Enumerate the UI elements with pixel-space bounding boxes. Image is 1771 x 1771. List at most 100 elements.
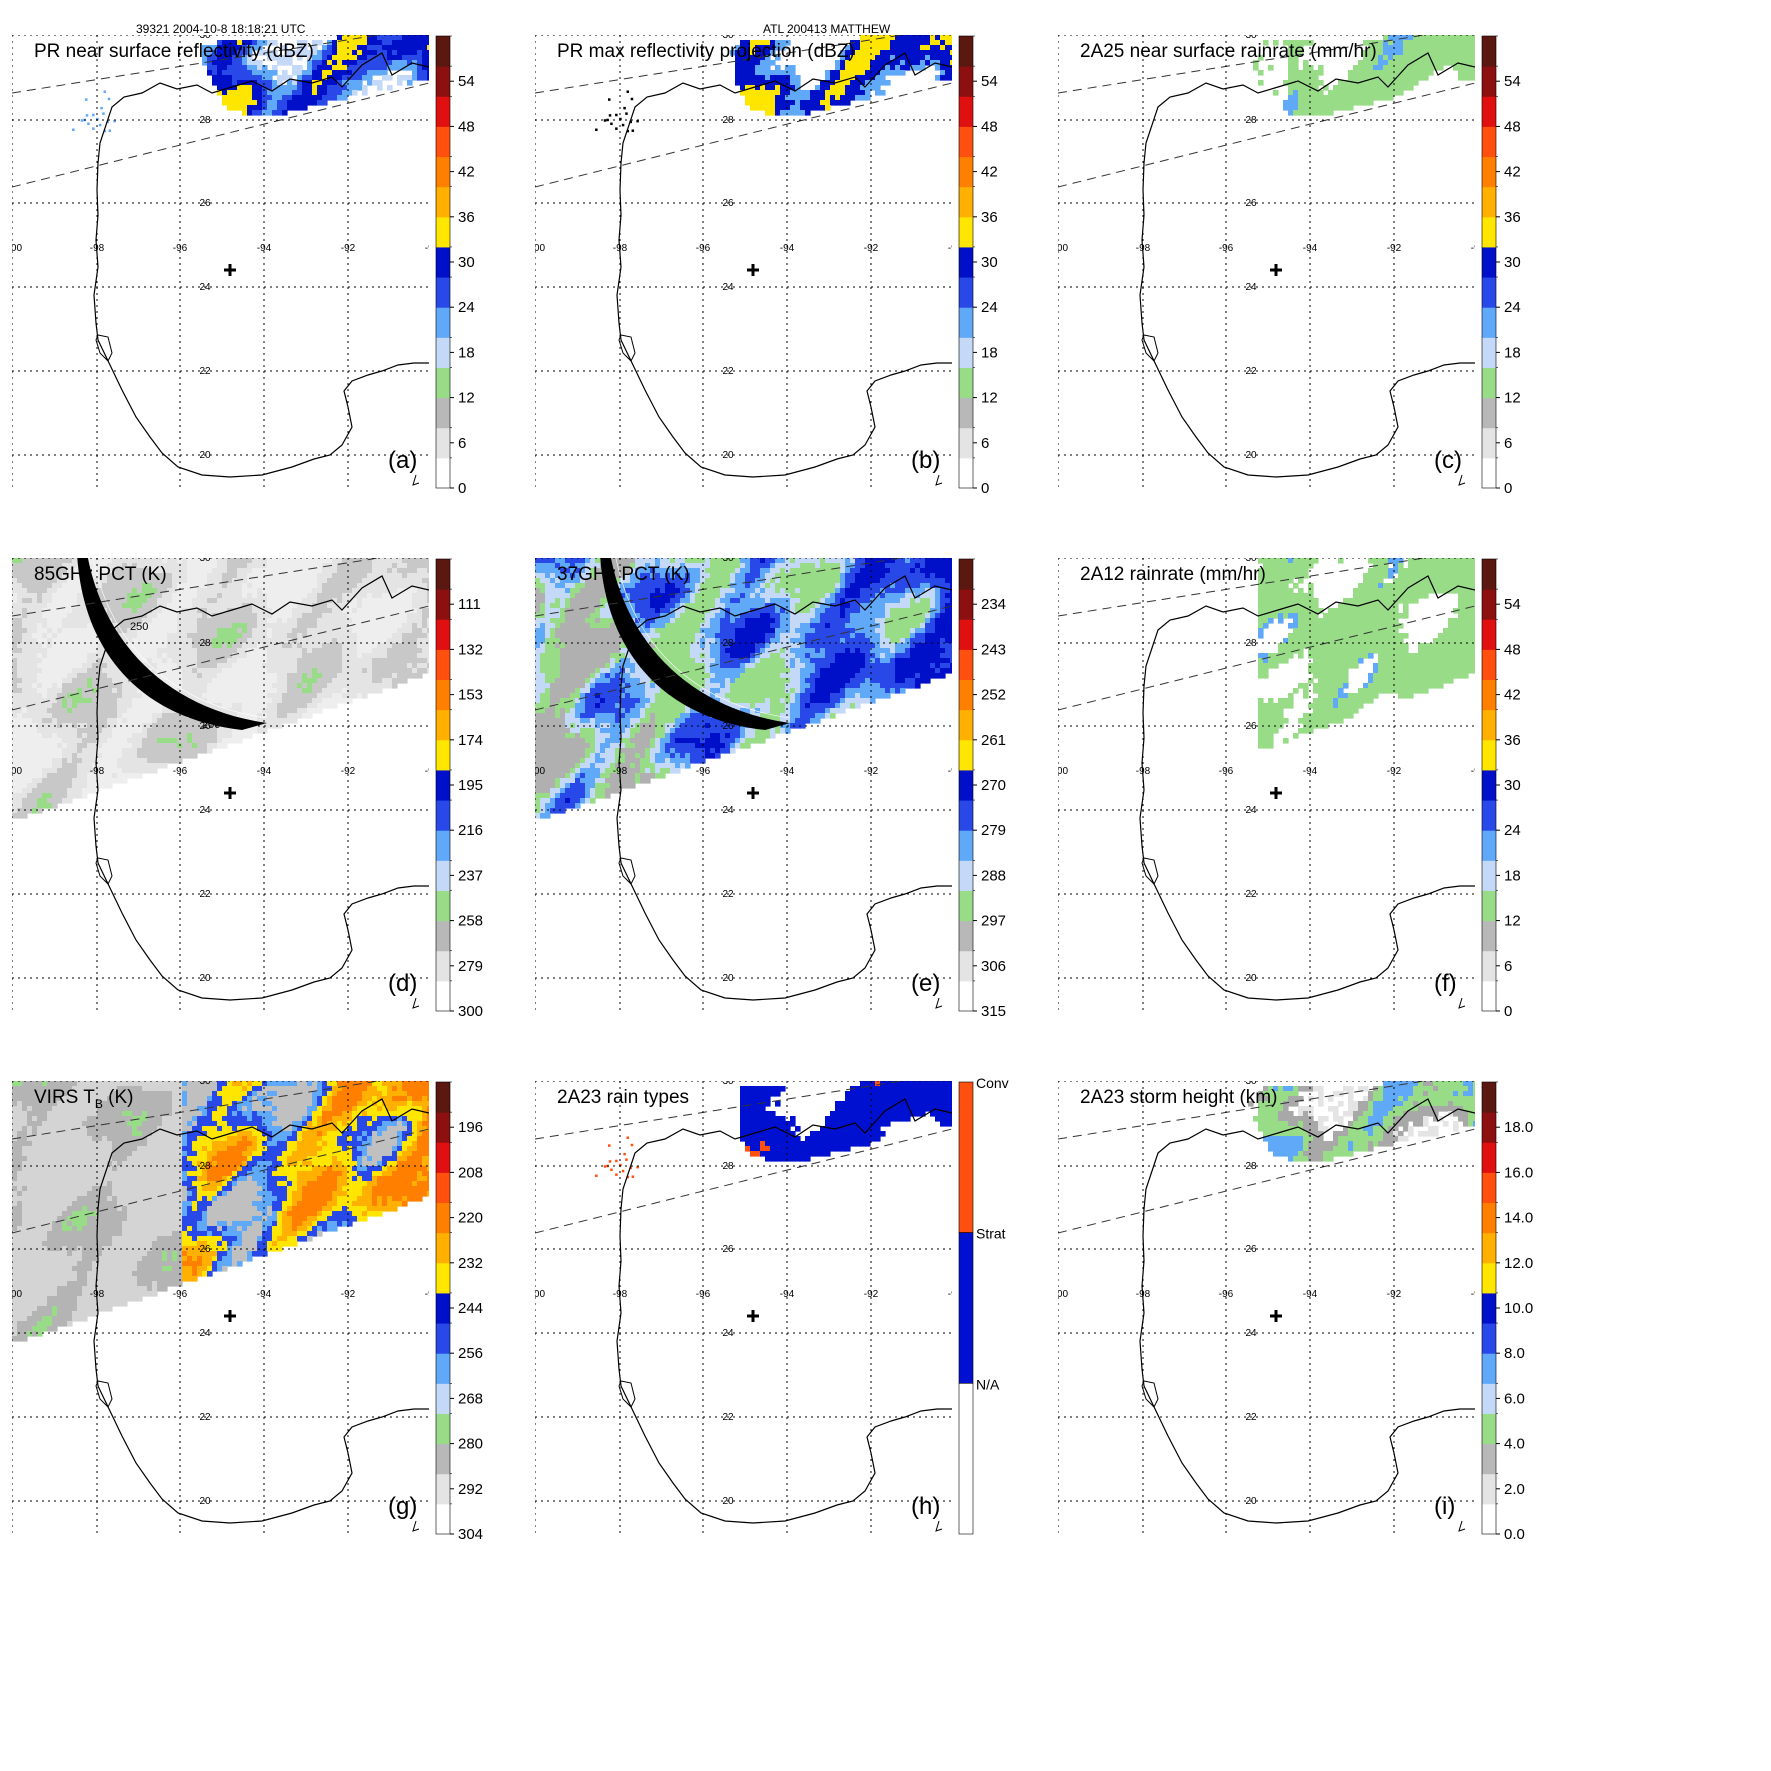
colorbar-segment — [436, 980, 450, 1012]
panel-letter-i: (i) — [1434, 1493, 1455, 1520]
lon-label: -100 — [525, 766, 545, 777]
colorbar-segment — [959, 950, 973, 982]
colorbar-segment — [1482, 1202, 1496, 1234]
lat-label: 26 — [722, 721, 734, 732]
colorbar-segment — [436, 66, 450, 97]
panel-letter-c: (c) — [1434, 447, 1462, 474]
colorbar-tick-label: 208 — [458, 1164, 483, 1181]
colorbar-segment — [1482, 1353, 1496, 1384]
colorbar-tick-label: 24 — [458, 299, 475, 316]
colorbar-segment — [436, 860, 450, 891]
colorbar-segment — [1482, 1232, 1496, 1264]
yucatan-fragment — [412, 1520, 420, 1532]
swath-edge-north — [12, 35, 382, 94]
lat-label: 28 — [1245, 638, 1257, 649]
colorbar-tick-label: 237 — [458, 867, 483, 884]
colorbar-segment — [436, 920, 450, 952]
colorbar-a: 0 6 12 18 24 30 36 42 48 54 — [435, 35, 475, 497]
swath-edge-south — [535, 82, 952, 188]
colorbar-segment — [1482, 860, 1496, 891]
colorbar-tick-label: 54 — [458, 73, 475, 90]
colorbar-tick-label: 2.0 — [1504, 1481, 1525, 1498]
colorbar-segment — [436, 1323, 450, 1354]
coastal-lagoon — [1141, 1380, 1159, 1408]
colorbar-segment — [959, 890, 973, 922]
colorbar-tick-label: 6.0 — [1504, 1390, 1525, 1407]
lon-label: -90 — [948, 766, 963, 777]
colorbar-tick-label: 279 — [458, 958, 483, 975]
colorbar-tick-label: 24 — [981, 299, 998, 316]
lat-label: 20 — [1245, 1496, 1257, 1507]
lat-label: 22 — [722, 1412, 734, 1423]
colorbar-segment — [1482, 96, 1496, 127]
map-area: -100 -98 -96 -94 -92 -90 30 28 26 24 22 20 — [535, 35, 952, 487]
colorbar-tick-label: 252 — [981, 687, 1006, 704]
lat-label: 28 — [1245, 1161, 1257, 1172]
yucatan-fragment — [935, 997, 943, 1009]
colorbar-segment — [1482, 800, 1496, 831]
colorbar-segment — [1482, 1473, 1496, 1505]
colorbar-segment — [958, 1383, 974, 1535]
colorbar-segment — [1482, 156, 1496, 188]
colorbar-segment — [1482, 216, 1496, 248]
colorbar-segment — [436, 1413, 450, 1445]
lat-label: 30 — [1245, 553, 1257, 564]
colorbar-tick-label: 18 — [458, 344, 475, 361]
lat-label: 24 — [722, 282, 734, 293]
colorbar-segment — [1482, 709, 1496, 741]
map-area: -100 -98 -96 -94 -92 -90 30 28 26 24 22 20 — [525, 558, 963, 1010]
colorbar-segment — [1482, 619, 1496, 650]
colorbar-segment — [959, 920, 973, 952]
colorbar-tick-label: 0.0 — [1504, 1526, 1525, 1543]
lon-label: -100 — [2, 243, 22, 254]
colorbar-segment — [436, 800, 450, 831]
colorbar-segment — [959, 800, 973, 831]
lon-label: -90 — [948, 1289, 963, 1300]
colorbar-segment — [436, 769, 450, 801]
colorbar-tick-label: 30 — [1504, 777, 1521, 794]
colorbar-tick-label: 292 — [458, 1481, 483, 1498]
colorbar-tick-label: 4.0 — [1504, 1436, 1525, 1453]
colorbar-tick-label: 306 — [981, 958, 1006, 975]
lat-label: 30 — [1245, 30, 1257, 41]
colorbar-segment — [436, 216, 450, 248]
colorbar-segment — [436, 186, 450, 218]
panel-title-h: 2A23 rain types — [557, 1087, 689, 1108]
colorbar-tick-label: 24 — [1504, 822, 1521, 839]
lat-label: 30 — [199, 553, 211, 564]
colorbar-segment — [436, 559, 450, 590]
swath-edge-south — [12, 605, 429, 711]
colorbar-tick-label: 36 — [458, 209, 475, 226]
colorbar-segment — [1482, 830, 1496, 861]
panel-title-a: PR near surface reflectivity (dBZ) — [34, 41, 314, 62]
colorbar-segment — [436, 709, 450, 741]
panel-title-c: 2A25 near surface rainrate (mm/hr) — [1080, 41, 1377, 62]
colorbar-segment — [436, 156, 450, 188]
lat-label: 20 — [199, 973, 211, 984]
colorbar-segment — [1482, 1443, 1496, 1475]
lon-label: -98 — [1136, 766, 1151, 777]
colorbar-segment — [1482, 397, 1496, 429]
colorbar-segment — [1482, 1262, 1496, 1294]
lat-label: 20 — [1245, 450, 1257, 461]
colorbar-tick-label: 30 — [1504, 254, 1521, 271]
colorbar-tick-label: 16.0 — [1504, 1164, 1533, 1181]
colorbar-tick-label: 279 — [981, 822, 1006, 839]
lon-label: -100 — [1048, 243, 1068, 254]
swath-edge-north — [535, 558, 905, 617]
lon-label: -96 — [696, 243, 711, 254]
panel-c: -100 -98 -96 -94 -92 -90 30 28 26 24 22 20 2A25 near… — [1048, 30, 1475, 487]
colorbar-segment — [959, 186, 973, 218]
title-subscript: B — [95, 1097, 103, 1111]
lon-label: -90 — [1471, 766, 1486, 777]
swath-edge-south — [535, 605, 952, 711]
coastal-lagoon — [1141, 334, 1159, 362]
colorbar-segment — [1482, 1383, 1496, 1414]
swath-edge-south — [1058, 605, 1475, 711]
lon-label: -92 — [1387, 1289, 1402, 1300]
colorbar-segment — [436, 1232, 450, 1264]
panel-e: -100 -98 -96 -94 -92 -90 30 28 26 24 22 20 37GHz PCT… — [525, 558, 963, 1010]
lon-label: -92 — [864, 1289, 879, 1300]
colorbar-segment — [1482, 186, 1496, 218]
